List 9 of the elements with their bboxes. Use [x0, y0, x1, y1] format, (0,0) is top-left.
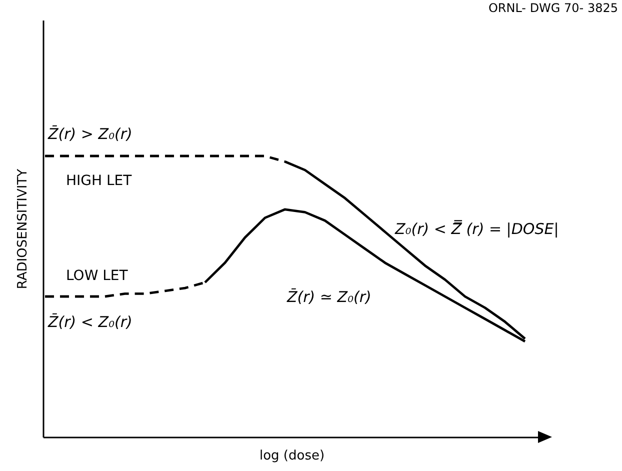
series-label: LOW LET: [66, 268, 128, 284]
text: ORNL- DWG 70- 3825: [488, 1, 618, 15]
y-axis-title: RADIOSENSITIVITY: [16, 168, 30, 290]
text: Z̄(r) > Z₀(r): [47, 124, 132, 143]
annotation: Z̄(r) < Z₀(r): [47, 312, 132, 331]
annotation: Z₀(r) < Z̿ (r) = |DOSE|: [394, 219, 559, 238]
series-label: HIGH LET: [66, 173, 132, 189]
x-axis-title: log (dose): [259, 448, 325, 464]
annotation: Z̄(r) ≃ Z₀(r): [286, 287, 372, 306]
